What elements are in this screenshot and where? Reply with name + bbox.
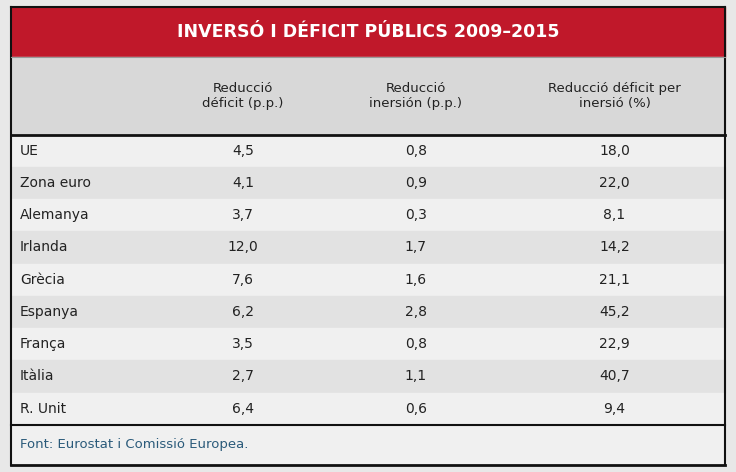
Text: INVERSÓ I DÉFICIT PÚBLICS 2009–2015: INVERSÓ I DÉFICIT PÚBLICS 2009–2015	[177, 23, 559, 41]
Text: 1,7: 1,7	[405, 240, 427, 254]
Text: 7,6: 7,6	[232, 273, 254, 287]
Text: Espanya: Espanya	[20, 305, 79, 319]
Text: Reducció déficit per
inersió (%): Reducció déficit per inersió (%)	[548, 82, 681, 110]
Text: 0,8: 0,8	[405, 337, 427, 351]
Text: 1,1: 1,1	[405, 370, 427, 383]
Text: 6,4: 6,4	[232, 402, 254, 416]
Text: 2,7: 2,7	[232, 370, 254, 383]
Text: França: França	[20, 337, 66, 351]
Text: Irlanda: Irlanda	[20, 240, 68, 254]
Text: 4,1: 4,1	[232, 176, 254, 190]
Text: UE: UE	[20, 143, 39, 158]
Text: 40,7: 40,7	[599, 370, 630, 383]
Text: 12,0: 12,0	[227, 240, 258, 254]
Text: 6,2: 6,2	[232, 305, 254, 319]
Text: 3,7: 3,7	[232, 208, 254, 222]
Text: 4,5: 4,5	[232, 143, 254, 158]
Bar	[11, 328, 725, 360]
Text: Reducció
déficit (p.p.): Reducció déficit (p.p.)	[202, 82, 283, 110]
Text: Font: Eurostat i Comissió Europea.: Font: Eurostat i Comissió Europea.	[20, 438, 248, 451]
Text: Itàlia: Itàlia	[20, 370, 54, 383]
Text: 0,9: 0,9	[405, 176, 427, 190]
Bar	[11, 425, 725, 465]
Bar	[11, 393, 725, 425]
Text: 0,6: 0,6	[405, 402, 427, 416]
Bar	[11, 167, 725, 199]
Text: 14,2: 14,2	[599, 240, 630, 254]
Bar	[11, 135, 725, 167]
Text: 21,1: 21,1	[599, 273, 630, 287]
Text: 8,1: 8,1	[604, 208, 626, 222]
Text: Alemanya: Alemanya	[20, 208, 90, 222]
Text: R. Unit: R. Unit	[20, 402, 66, 416]
Text: Zona euro: Zona euro	[20, 176, 91, 190]
Text: 22,9: 22,9	[599, 337, 630, 351]
Text: 1,6: 1,6	[405, 273, 427, 287]
Text: 18,0: 18,0	[599, 143, 630, 158]
Text: Reducció
inersión (p.p.): Reducció inersión (p.p.)	[369, 82, 462, 110]
Bar	[11, 296, 725, 328]
Bar	[11, 360, 725, 393]
Text: 22,0: 22,0	[599, 176, 630, 190]
Bar	[11, 231, 725, 263]
Bar	[11, 263, 725, 296]
Bar	[11, 199, 725, 231]
Text: 45,2: 45,2	[599, 305, 630, 319]
Text: 3,5: 3,5	[232, 337, 254, 351]
Text: 0,3: 0,3	[405, 208, 427, 222]
Text: Grècia: Grècia	[20, 273, 65, 287]
Text: 0,8: 0,8	[405, 143, 427, 158]
Text: 2,8: 2,8	[405, 305, 427, 319]
Text: 9,4: 9,4	[604, 402, 626, 416]
